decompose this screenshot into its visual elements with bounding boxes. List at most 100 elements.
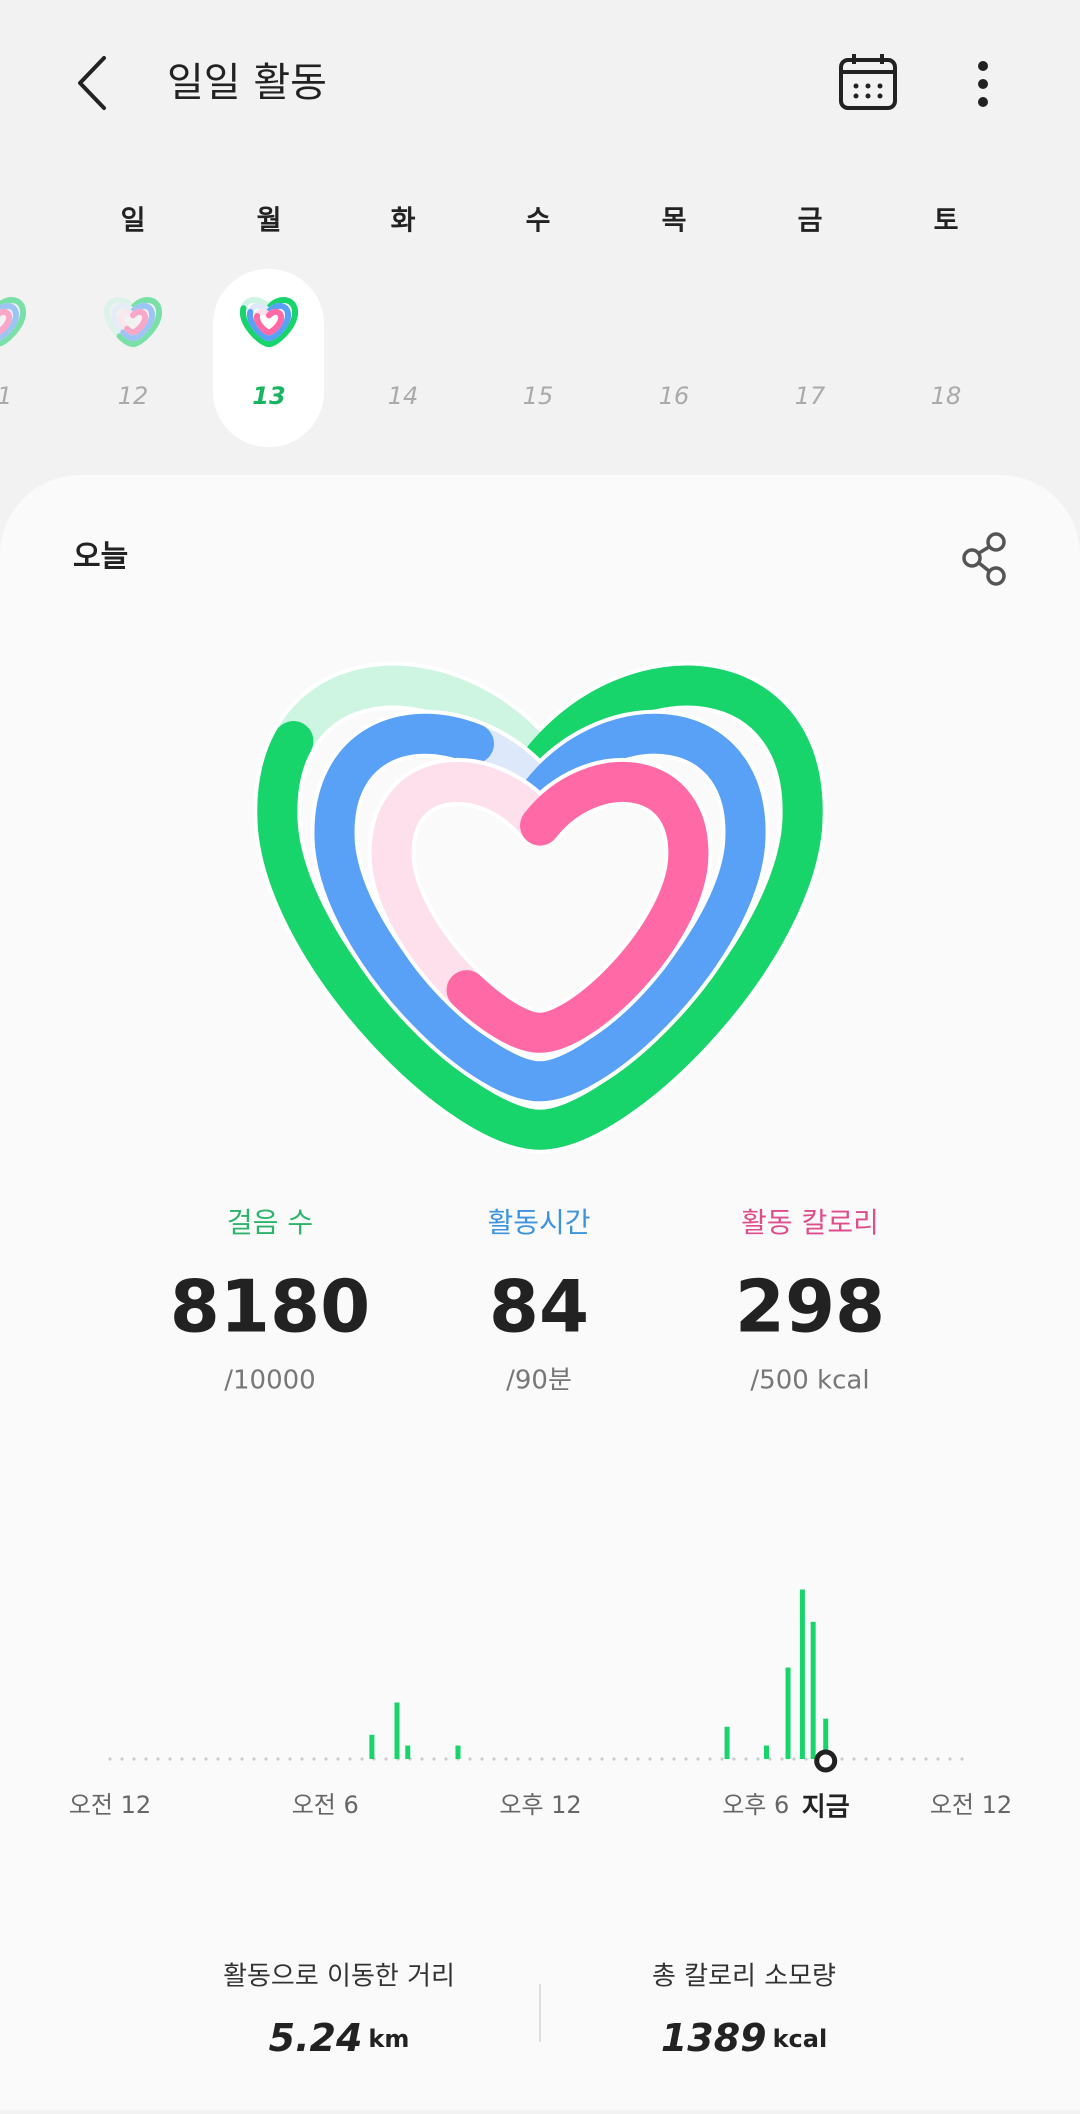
baseline-dot xyxy=(228,1757,232,1761)
baseline-dot xyxy=(480,1757,484,1761)
share-button[interactable] xyxy=(962,532,1006,586)
stat-label: 걸음 수 xyxy=(227,1206,313,1239)
x-tick-label: 오전 12 xyxy=(930,1791,1012,1819)
baseline-dot xyxy=(300,1757,304,1761)
summary-label: 총 칼로리 소모량 xyxy=(652,1962,836,1992)
baseline-dot xyxy=(180,1757,184,1761)
baseline-dot xyxy=(720,1757,724,1761)
baseline-dot xyxy=(684,1757,688,1761)
baseline-dot xyxy=(516,1757,520,1761)
baseline-dot xyxy=(360,1757,364,1761)
summary-label: 활동으로 이동한 거리 xyxy=(223,1962,455,1992)
stat-label: 활동시간 xyxy=(487,1206,590,1239)
calendar-button[interactable] xyxy=(839,54,897,110)
weekday-label: 수 xyxy=(526,206,551,237)
day-heart-ring xyxy=(247,303,291,342)
summary-value: 5.24 km xyxy=(269,2016,410,2060)
summary-number: 5.24 xyxy=(269,2016,363,2060)
baseline-dot xyxy=(732,1757,736,1761)
stat-value: 84 xyxy=(489,1265,589,1349)
baseline-dot xyxy=(564,1757,568,1761)
baseline-dot xyxy=(468,1757,472,1761)
baseline-dot xyxy=(528,1757,532,1761)
baseline-dot xyxy=(768,1757,772,1761)
baseline-dot xyxy=(192,1757,196,1761)
baseline-dot xyxy=(864,1757,868,1761)
day-heart xyxy=(0,297,26,347)
baseline-dot xyxy=(420,1757,424,1761)
baseline-dot xyxy=(636,1757,640,1761)
baseline-dot xyxy=(324,1757,328,1761)
activity-bar xyxy=(785,1667,791,1759)
baseline-dot xyxy=(132,1757,136,1761)
baseline-dot xyxy=(708,1757,712,1761)
activity-bar xyxy=(455,1745,461,1759)
stat-goal: /500 kcal xyxy=(750,1366,869,1396)
baseline-dot xyxy=(168,1757,172,1761)
baseline-dot xyxy=(492,1757,496,1761)
baseline-dot xyxy=(756,1757,760,1761)
baseline-dot xyxy=(216,1757,220,1761)
baseline-dot xyxy=(936,1757,940,1761)
date-label: 15 xyxy=(523,382,554,410)
baseline-dot xyxy=(852,1757,856,1761)
baseline-dot xyxy=(744,1757,748,1761)
baseline-dot xyxy=(792,1757,796,1761)
baseline-dot xyxy=(252,1757,256,1761)
activity-bar xyxy=(764,1745,770,1759)
now-marker xyxy=(814,1749,838,1773)
now-label: 지금 xyxy=(802,1793,850,1823)
baseline-dot xyxy=(600,1757,604,1761)
stat-label: 활동 칼로리 xyxy=(741,1206,879,1239)
date-label: 17 xyxy=(795,382,826,410)
baseline-dot xyxy=(144,1757,148,1761)
baseline-dot xyxy=(840,1757,844,1761)
date-label: 18 xyxy=(931,382,962,410)
baseline-dot xyxy=(960,1757,964,1761)
baseline-dot xyxy=(348,1757,352,1761)
x-tick-label: 오전 12 xyxy=(69,1791,151,1819)
more-button[interactable] xyxy=(978,61,988,107)
baseline-dot xyxy=(780,1757,784,1761)
baseline-dot xyxy=(504,1757,508,1761)
baseline-dot xyxy=(888,1757,892,1761)
stat-value: 298 xyxy=(735,1265,885,1349)
day-heart-ring xyxy=(111,303,155,342)
weekday-label: 토 xyxy=(934,206,959,237)
date-label: 16 xyxy=(659,382,690,410)
baseline-dot xyxy=(672,1757,676,1761)
day-heart-ring xyxy=(240,297,298,348)
baseline-dot xyxy=(276,1757,280,1761)
activity-bar xyxy=(823,1718,829,1759)
stat-goal: /10000 xyxy=(224,1366,315,1396)
summary-number: 1389 xyxy=(661,2016,767,2060)
activity-bar xyxy=(724,1726,730,1759)
page-title: 일일 활동 xyxy=(167,60,327,106)
date-label: 11 xyxy=(0,382,12,410)
weekday-label: 일 xyxy=(121,206,146,237)
baseline-dot xyxy=(660,1757,664,1761)
ring-progress xyxy=(371,762,709,1053)
baseline-dot xyxy=(312,1757,316,1761)
back-button[interactable] xyxy=(78,56,106,110)
activity-bar xyxy=(405,1745,411,1759)
baseline-dot xyxy=(804,1757,808,1761)
weekday-label: 화 xyxy=(391,206,416,237)
day-heart-ring xyxy=(0,297,26,347)
day-heart-ring xyxy=(104,297,162,348)
baseline-dot xyxy=(924,1757,928,1761)
weekday-label: 금 xyxy=(798,206,823,237)
ring-progress xyxy=(314,713,766,1102)
baseline-dot xyxy=(444,1757,448,1761)
x-tick-label: 오전 6 xyxy=(292,1791,359,1819)
baseline-dot xyxy=(288,1757,292,1761)
day-heart xyxy=(104,297,162,348)
card-title: 오늘 xyxy=(73,540,128,575)
baseline-dot xyxy=(912,1757,916,1761)
x-tick-label: 오후 12 xyxy=(499,1791,581,1819)
day-heart xyxy=(240,297,298,348)
weekday-label: 월 xyxy=(257,206,282,237)
day-heart-ring xyxy=(118,308,148,336)
baseline-dot xyxy=(588,1757,592,1761)
